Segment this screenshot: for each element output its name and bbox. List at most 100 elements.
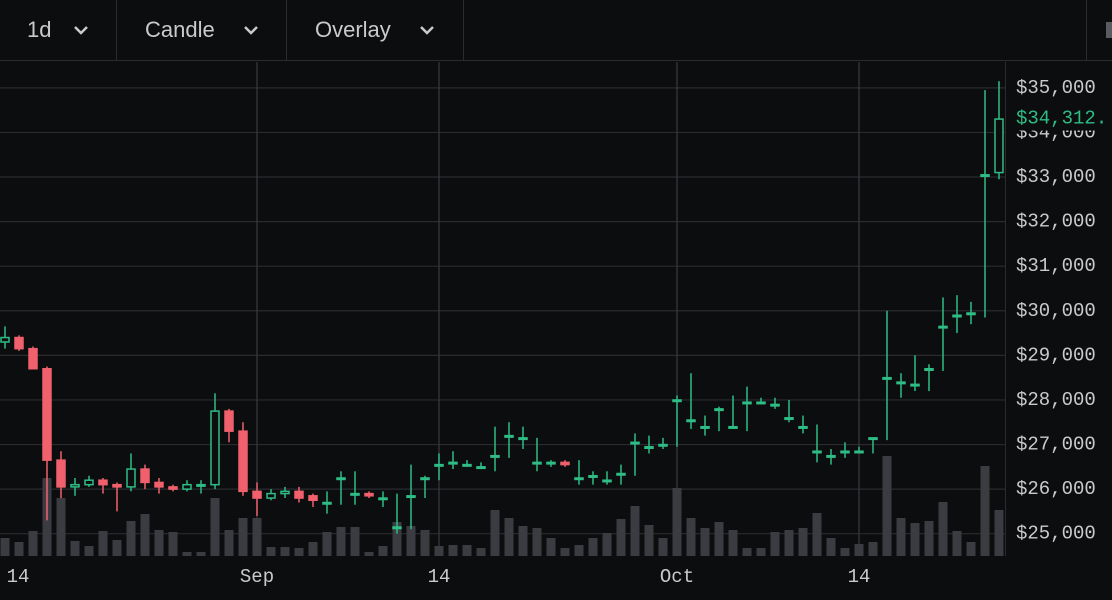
volume-bar bbox=[126, 521, 136, 556]
candle-body bbox=[644, 446, 654, 450]
volume-bar bbox=[896, 518, 906, 556]
volume-bar bbox=[350, 527, 360, 556]
candle-body bbox=[546, 461, 556, 465]
candle-body bbox=[756, 401, 766, 405]
volume-bar bbox=[798, 528, 808, 556]
volume-bar bbox=[602, 533, 612, 556]
plot: $25,000 $26,000 $27,000 $28,000 $29,000 $30,0… bbox=[0, 62, 1112, 588]
volume-bar bbox=[742, 548, 752, 556]
candle-body bbox=[84, 479, 94, 486]
volume-bar bbox=[182, 552, 192, 556]
candle-body bbox=[420, 477, 430, 481]
candle-body bbox=[252, 490, 262, 499]
volume-bar bbox=[420, 530, 430, 556]
volume-bar bbox=[476, 548, 486, 556]
volume-bar bbox=[70, 541, 80, 556]
volume-bar bbox=[294, 548, 304, 556]
volume-bar bbox=[434, 546, 444, 556]
candle-body bbox=[462, 463, 472, 467]
candle-body bbox=[196, 483, 206, 487]
y-tick-label: $25,000 bbox=[1016, 523, 1096, 545]
volume-bar bbox=[518, 526, 528, 556]
candle-body bbox=[14, 336, 24, 350]
volume-bar bbox=[168, 532, 178, 556]
y-tick-label: $32,000 bbox=[1016, 211, 1096, 233]
candle-body bbox=[714, 408, 724, 412]
volume-bar bbox=[406, 526, 416, 556]
volume-bar bbox=[630, 506, 640, 556]
candle-body bbox=[812, 450, 822, 454]
candle-body bbox=[378, 497, 388, 501]
volume-bar bbox=[196, 552, 206, 556]
volume-bar bbox=[980, 466, 990, 556]
candle-body bbox=[490, 454, 500, 458]
candle-body bbox=[770, 403, 780, 407]
last-price-label: $34,312. bbox=[1016, 108, 1107, 130]
y-tick-label: $35,000 bbox=[1016, 77, 1096, 99]
volume-bar bbox=[924, 521, 934, 556]
candle-body bbox=[70, 483, 80, 488]
candle-body bbox=[140, 468, 150, 484]
volume-bar bbox=[840, 548, 850, 556]
y-tick-label: $29,000 bbox=[1016, 344, 1096, 366]
candle-body bbox=[280, 490, 290, 495]
volume-bar bbox=[966, 542, 976, 556]
candle-body bbox=[126, 468, 136, 488]
candle-body bbox=[784, 417, 794, 421]
interval-label: 1d bbox=[27, 17, 51, 42]
volume-bar bbox=[658, 538, 668, 556]
candle-body bbox=[322, 501, 332, 505]
candle-body bbox=[364, 492, 374, 497]
candle-body bbox=[868, 437, 878, 441]
menu-icon[interactable] bbox=[1106, 22, 1112, 38]
volume-bar bbox=[854, 544, 864, 556]
volume-bar bbox=[532, 528, 542, 556]
candle-body bbox=[112, 483, 122, 488]
interval-button[interactable]: 1d bbox=[27, 17, 88, 42]
volume-bar bbox=[0, 538, 10, 556]
volume-bar bbox=[868, 542, 878, 556]
candle-body bbox=[826, 454, 836, 458]
volume-bar bbox=[56, 498, 66, 556]
candle-body bbox=[182, 483, 192, 490]
candle-body bbox=[238, 430, 248, 493]
candle-body bbox=[336, 477, 346, 481]
volume-bar bbox=[952, 531, 962, 556]
candle-body bbox=[224, 410, 234, 432]
toolbar: 1d Candle Overlay bbox=[0, 0, 1112, 61]
volume-bar bbox=[546, 538, 556, 556]
volume-bar bbox=[154, 530, 164, 556]
volume-bar bbox=[98, 531, 108, 556]
candle-body bbox=[700, 425, 710, 429]
volume-bar bbox=[644, 525, 654, 556]
last-price-bg bbox=[1008, 106, 1112, 131]
overlay-label: Overlay bbox=[315, 17, 391, 42]
candle-body bbox=[476, 466, 486, 470]
chart-style-label: Candle bbox=[145, 17, 215, 42]
candle-body bbox=[840, 450, 850, 454]
candle-body bbox=[882, 376, 892, 380]
volume-bar bbox=[392, 522, 402, 556]
candle-body bbox=[154, 481, 164, 488]
volume-bar bbox=[616, 519, 626, 556]
candle-body bbox=[952, 314, 962, 318]
volume-bar bbox=[238, 518, 248, 556]
candle-body bbox=[266, 492, 276, 499]
volume-bar bbox=[210, 498, 220, 556]
volume-bar bbox=[588, 538, 598, 556]
volume-bar bbox=[728, 530, 738, 556]
volume-bar bbox=[322, 532, 332, 556]
candle-body bbox=[308, 495, 318, 502]
overlay-button[interactable]: Overlay bbox=[315, 17, 434, 42]
volume-bar bbox=[770, 532, 780, 556]
chevron bbox=[420, 26, 434, 35]
candle-body bbox=[504, 434, 514, 438]
candle-body bbox=[294, 490, 304, 499]
volume-bar bbox=[448, 545, 458, 556]
y-tick-label: $28,000 bbox=[1016, 389, 1096, 411]
candle-body bbox=[392, 526, 402, 530]
volume-bar bbox=[112, 540, 122, 556]
candle-body bbox=[56, 459, 66, 488]
chart-style-button[interactable]: Candle bbox=[145, 17, 258, 42]
y-tick-label: $26,000 bbox=[1016, 478, 1096, 500]
